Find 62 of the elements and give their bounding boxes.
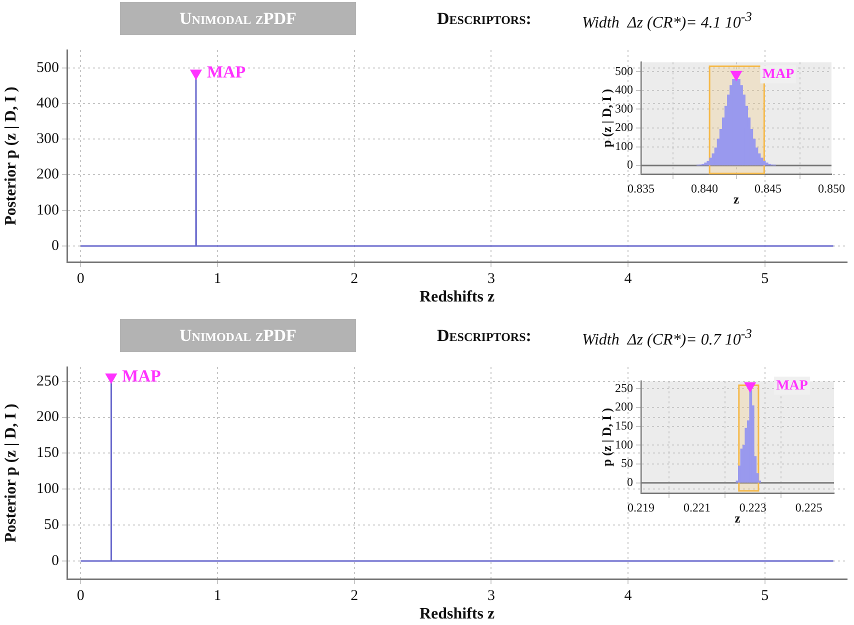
- y-tick-label: 400: [615, 82, 633, 97]
- x-tick-label: 0.840: [691, 181, 718, 196]
- x-tick-label: 0.850: [818, 181, 845, 196]
- y-tick-label: 300: [36, 131, 59, 148]
- y-tick-label: 500: [615, 64, 633, 78]
- y-tick-label: 100: [615, 437, 633, 452]
- series-label: MAP: [122, 366, 161, 386]
- x-tick-label: 0: [76, 270, 84, 287]
- y-tick-label: 150: [36, 445, 59, 462]
- y-axis-title: p (z | D, I ): [599, 408, 614, 466]
- x-tick-label: 0.221: [683, 500, 710, 514]
- y-tick-label: 200: [615, 120, 633, 134]
- x-tick-label: 0.845: [754, 181, 782, 196]
- x-tick-label: 1: [214, 270, 222, 287]
- x-tick-label: 3: [487, 270, 495, 287]
- text: Width Δz (CR*)= 0.7 10$^{-3}$: [582, 326, 752, 350]
- x-tick-label: 3: [487, 588, 495, 604]
- y-tick-label: 200: [36, 166, 59, 183]
- y-tick-label: 50: [621, 456, 633, 470]
- y-tick-label: 300: [615, 101, 633, 116]
- chart-subtitle: Descriptors:: [437, 9, 532, 29]
- chart-title: Unimodal zPDF: [120, 2, 356, 35]
- y-tick-label: 0: [52, 238, 59, 254]
- x-axis-title: z: [733, 192, 740, 207]
- x-axis-title: z: [734, 510, 741, 526]
- x-tick-label: 5: [761, 270, 769, 287]
- y-tick-label: 400: [36, 95, 59, 112]
- y-tick-label: 0: [627, 158, 633, 172]
- x-tick-label: 5: [761, 588, 769, 604]
- series-label: MAP: [776, 378, 808, 394]
- y-tick-label: 500: [36, 60, 59, 76]
- x-axis-title: Redshifts z: [419, 606, 495, 623]
- x-tick-label: 1: [214, 588, 222, 604]
- series-label: MAP: [206, 62, 246, 82]
- x-tick-label: 2: [350, 588, 358, 604]
- x-tick-label: 0.219: [628, 500, 654, 514]
- series-label: MAP: [762, 67, 795, 82]
- y-tick-label: 0: [52, 552, 59, 569]
- x-tick-label: 0.835: [628, 181, 654, 196]
- chart-subtitle: Descriptors:: [437, 326, 532, 346]
- y-tick-label: 0: [627, 474, 633, 489]
- text: Width Δz (CR*)= 4.1 10$^{-3}$: [582, 9, 752, 32]
- x-tick-label: 0.223: [739, 500, 766, 514]
- chart-title: Unimodal zPDF: [120, 319, 356, 352]
- x-tick-label: 4: [624, 588, 632, 604]
- y-axis-title: p (z | D, I ): [599, 88, 614, 148]
- x-tick-label: 0.225: [795, 500, 822, 514]
- y-tick-label: 150: [615, 418, 633, 433]
- y-tick-label: 100: [36, 481, 59, 498]
- x-tick-label: 0: [76, 588, 84, 604]
- y-tick-label: 50: [44, 517, 59, 534]
- x-axis-title: Redshifts z: [419, 288, 495, 306]
- y-tick-label: 250: [615, 380, 633, 395]
- y-axis-title: Posterior p (z | D, I ): [2, 86, 20, 226]
- y-tick-label: 200: [615, 400, 633, 414]
- x-tick-label: 4: [624, 270, 632, 287]
- x-tick-label: 2: [350, 270, 358, 287]
- y-tick-label: 250: [36, 373, 59, 390]
- y-tick-label: 100: [615, 138, 633, 153]
- y-tick-label: 100: [36, 202, 59, 218]
- y-axis-title: Posterior p (z | D, I ): [2, 404, 20, 542]
- y-tick-label: 200: [36, 409, 59, 426]
